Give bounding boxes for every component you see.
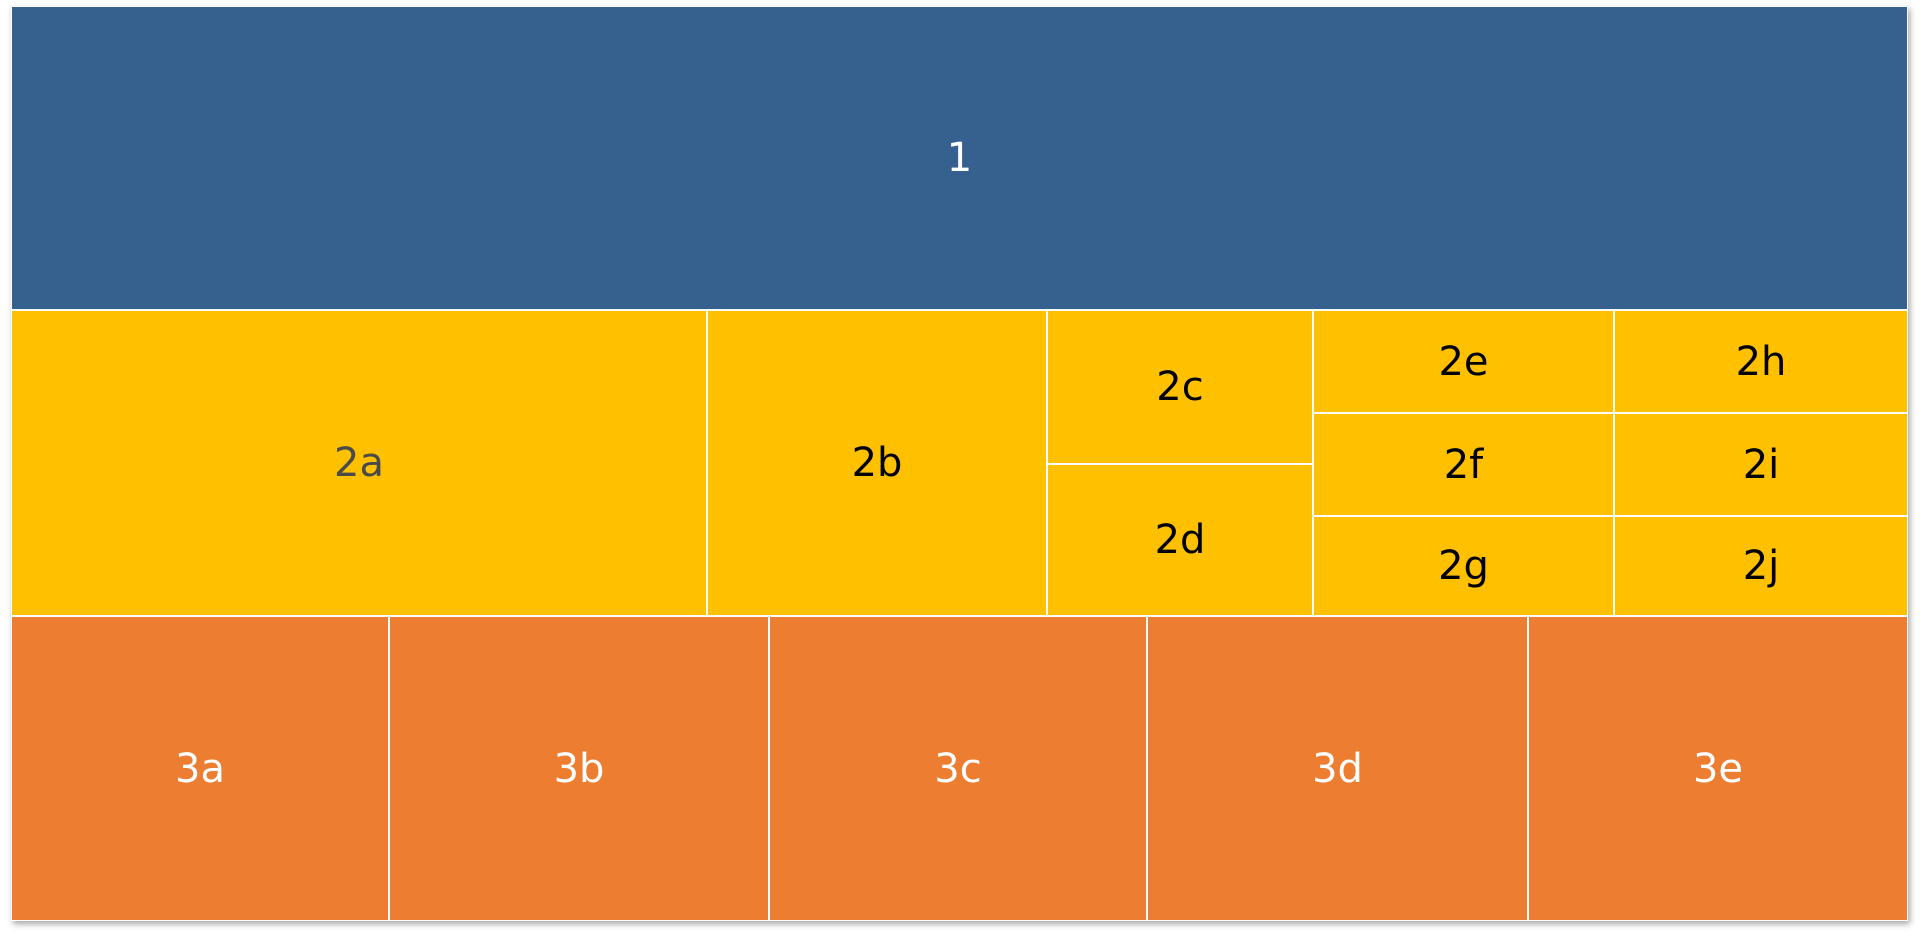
box-label: 2a (334, 440, 384, 486)
box-label: 3a (175, 745, 225, 792)
box: 3b (389, 616, 769, 921)
box-label: 2d (1154, 517, 1206, 563)
box-label: 2g (1438, 543, 1489, 589)
box: 2b (707, 310, 1047, 616)
box: 2e (1313, 310, 1614, 413)
box: 2a (11, 310, 707, 616)
box-label: 2e (1438, 338, 1489, 385)
box-label: 3b (553, 745, 605, 792)
box-label: 2i (1742, 441, 1780, 488)
box: 2d (1047, 464, 1313, 616)
box: 3d (1147, 616, 1528, 921)
box: 2g (1313, 516, 1614, 616)
box: 2i (1614, 413, 1908, 516)
box: 2j (1614, 516, 1908, 616)
box: 3a (11, 616, 389, 921)
box-label: 3e (1692, 745, 1744, 792)
box-label: 2b (851, 440, 903, 486)
box: 2c (1047, 310, 1313, 464)
box-label: 2j (1742, 543, 1780, 589)
box-label: 3d (1312, 745, 1363, 792)
box: 2h (1614, 310, 1908, 413)
box: 3e (1528, 616, 1908, 921)
box-label: 2h (1735, 338, 1787, 385)
box-label: 1 (946, 135, 973, 181)
box-label: 3c (934, 745, 982, 792)
layout-frame: 1 2a 2b 2c 2d 2e 2f 2g 2h 2i 2j 3a 3b 3c… (11, 6, 1908, 921)
box: 1 (11, 6, 1908, 310)
box: 2f (1313, 413, 1614, 516)
box-label: 2f (1443, 441, 1484, 488)
box: 3c (769, 616, 1147, 921)
box-label: 2c (1156, 364, 1204, 410)
